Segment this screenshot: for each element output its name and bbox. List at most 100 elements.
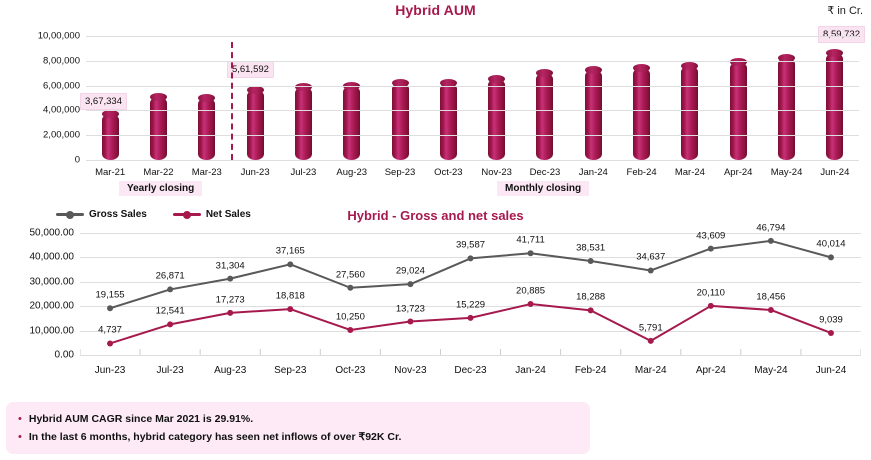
bar-column[interactable] (714, 36, 762, 160)
bullet-icon: • (18, 431, 22, 443)
line-data-label: 27,560 (335, 269, 365, 281)
line-y-tick-label: 50,000.00 (29, 227, 75, 239)
bar-column[interactable] (424, 36, 472, 160)
bar-column[interactable] (183, 36, 231, 160)
bar-column[interactable] (473, 36, 521, 160)
note-text: Hybrid AUM CAGR since Mar 2021 is 29.91%… (28, 413, 254, 425)
bar-column[interactable]: 8,59,732 (811, 26, 865, 160)
bar-cylinder (826, 49, 844, 160)
bar-column[interactable] (569, 36, 617, 160)
line-chart-title: Hybrid - Gross and net sales (347, 208, 524, 223)
legend-marker-dot (182, 210, 191, 219)
bar-cap (198, 94, 216, 102)
legend-item-net-sales[interactable]: Net Sales (172, 209, 251, 220)
bar-body (198, 98, 216, 160)
line-data-point[interactable] (107, 305, 114, 312)
line-data-label: 10,250 (335, 311, 365, 323)
line-data-point[interactable] (227, 275, 234, 282)
bar-column[interactable] (762, 36, 810, 160)
line-data-label: 39,587 (455, 239, 486, 251)
bar-y-tick-label: 2,00,000 (43, 129, 80, 141)
line-data-point[interactable] (827, 254, 834, 261)
line-data-point[interactable] (347, 284, 354, 291)
bar-gridline (86, 135, 859, 137)
bar-column[interactable] (617, 36, 665, 160)
line-data-point[interactable] (347, 326, 354, 333)
bar-x-tick-label: Jun-24 (820, 166, 850, 178)
bar-cap (778, 54, 796, 63)
line-data-point[interactable] (407, 281, 414, 288)
line-data-point[interactable] (707, 302, 714, 309)
line-data-label: 20,110 (696, 287, 725, 299)
line-data-point[interactable] (227, 309, 234, 316)
bar-data-label: 5,61,592 (226, 61, 274, 79)
bar-cap (391, 78, 409, 87)
bar-gridline (86, 85, 859, 87)
bar-cylinder (391, 78, 409, 160)
line-data-label: 5,791 (638, 322, 663, 334)
bullet-icon: • (18, 413, 22, 425)
bar-column[interactable] (328, 36, 376, 160)
bar-column[interactable]: 5,61,592 (226, 36, 279, 160)
bar-body (488, 78, 506, 160)
line-data-point[interactable] (407, 318, 414, 325)
line-chart-plot-area: 19,155 26,871 31,304 37,165 27,560 29,024 39,5… (80, 222, 861, 356)
bar-x-tick-label: Feb-24 (626, 166, 657, 178)
line-data-point[interactable] (287, 261, 294, 268)
bar-gridline (86, 110, 859, 112)
line-chart-legend: Gross Sales Net Sales (56, 209, 251, 220)
line-data-label: 9,039 (819, 314, 843, 326)
line-data-label: 40,014 (816, 238, 846, 250)
line-data-point[interactable] (287, 306, 294, 313)
line-y-tick-label: 20,000.00 (29, 300, 75, 312)
line-data-point[interactable] (707, 245, 714, 252)
bar-cylinder (633, 64, 651, 160)
bar-column[interactable]: 3,67,334 (80, 36, 134, 160)
line-data-label: 38,531 (576, 242, 606, 254)
bar-column[interactable] (279, 36, 327, 160)
bar-y-tick-label: 0 (74, 154, 80, 166)
line-data-point[interactable] (827, 329, 834, 336)
bar-column[interactable] (376, 36, 424, 160)
bar-column[interactable] (521, 36, 569, 160)
line-data-point[interactable] (527, 301, 534, 308)
line-data-point[interactable] (167, 321, 174, 328)
line-data-point[interactable] (467, 314, 474, 321)
bar-body (246, 90, 264, 160)
line-data-point[interactable] (647, 337, 654, 344)
line-data-label: 18,456 (756, 291, 786, 303)
line-data-point[interactable] (167, 286, 174, 293)
line-data-label: 43,609 (696, 230, 726, 242)
bar-body (294, 86, 312, 160)
bar-column[interactable] (666, 36, 714, 160)
bar-cylinder (294, 82, 312, 160)
bar-cap (101, 110, 119, 119)
bar-chart-y-axis: 0 2,00,000 4,00,000 6,00,000 8,00,000 10,00,0… (0, 31, 80, 166)
line-gridline (80, 355, 861, 356)
line-data-label: 34,637 (636, 251, 666, 263)
bar-body (778, 58, 796, 160)
line-data-point[interactable] (527, 250, 534, 257)
legend-label: Net Sales (205, 209, 251, 220)
line-data-point[interactable] (587, 257, 594, 264)
line-data-point[interactable] (767, 237, 774, 244)
line-data-point[interactable] (467, 255, 474, 262)
legend-item-gross-sales[interactable]: Gross Sales (56, 209, 147, 220)
bar-cylinder (246, 86, 264, 160)
list-item: • Hybrid AUM CAGR since Mar 2021 is 29.9… (18, 412, 578, 427)
line-data-point[interactable] (647, 267, 654, 274)
bar-y-tick-label: 10,00,000 (37, 30, 80, 42)
bar-column[interactable] (134, 36, 182, 160)
bar-x-tick-label: Jul-23 (290, 166, 317, 178)
line-data-point[interactable] (767, 306, 774, 313)
key-takeaways-box: • Hybrid AUM CAGR since Mar 2021 is 29.9… (6, 402, 590, 454)
bar-cylinder (536, 69, 554, 160)
line-x-tick-label: Sep-23 (274, 365, 307, 376)
bar-data-label: 8,59,732 (818, 26, 865, 44)
bar-body (633, 68, 651, 160)
line-data-point[interactable] (587, 307, 594, 314)
bar-body (681, 65, 699, 160)
bar-body (391, 82, 409, 160)
line-data-point[interactable] (107, 340, 114, 347)
